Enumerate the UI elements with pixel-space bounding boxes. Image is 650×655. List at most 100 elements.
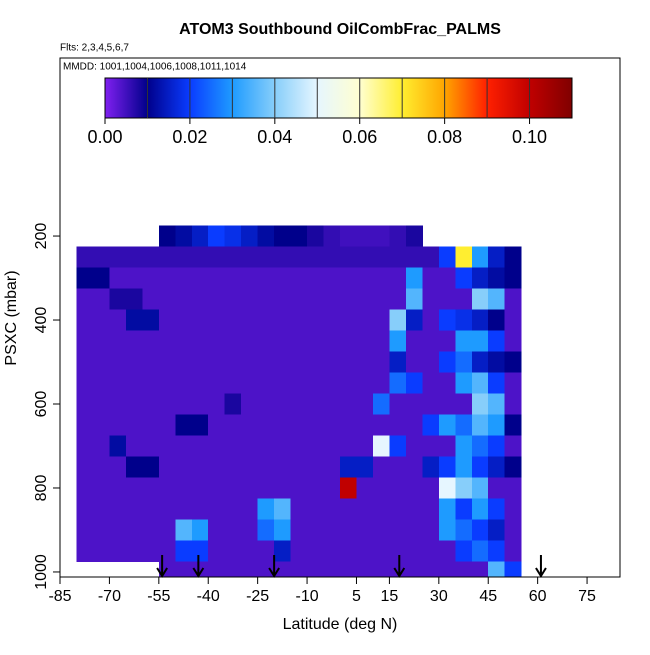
heatmap-cell <box>257 225 275 248</box>
heatmap-cell <box>504 288 522 311</box>
heatmap-cell <box>389 456 407 478</box>
heatmap-cell <box>422 330 440 353</box>
heatmap-cell <box>438 519 456 541</box>
heatmap-cell <box>92 435 110 457</box>
heatmap-cell <box>274 309 292 332</box>
heatmap-cell <box>191 540 209 562</box>
heatmap-cell <box>208 561 226 577</box>
heatmap-cell <box>307 288 325 311</box>
heatmap-cell <box>125 267 143 290</box>
heatmap-cell <box>438 540 456 562</box>
heatmap-cell <box>191 330 209 353</box>
heatmap-cell <box>125 498 143 520</box>
heatmap-cell <box>76 267 94 290</box>
heatmap-cell <box>92 246 110 269</box>
heatmap-cell <box>109 456 127 478</box>
heatmap-cell <box>455 456 473 478</box>
heatmap-cell <box>175 561 193 577</box>
heatmap-cell <box>257 435 275 457</box>
y-tick-label: 800 <box>33 475 50 502</box>
heatmap-cell <box>307 414 325 436</box>
heatmap-cell <box>422 393 440 415</box>
heatmap-cell <box>438 246 456 269</box>
heatmap-cell <box>372 267 390 290</box>
heatmap-cell <box>422 288 440 311</box>
heatmap-cell <box>125 519 143 541</box>
heatmap-cell <box>191 288 209 311</box>
heatmap-cell <box>191 267 209 290</box>
heatmap-cell <box>307 372 325 395</box>
heatmap-cell <box>504 330 522 353</box>
arrow <box>156 555 168 578</box>
heatmap-cell <box>340 225 357 248</box>
heatmap-cell <box>422 351 440 374</box>
heatmap <box>76 225 522 577</box>
heatmap-cell <box>356 456 374 478</box>
heatmap-cell <box>175 414 193 436</box>
heatmap-cell <box>241 561 259 577</box>
heatmap-cell <box>340 267 357 290</box>
heatmap-cell <box>488 351 506 374</box>
heatmap-cell <box>422 414 440 436</box>
heatmap-cell <box>422 540 440 562</box>
heatmap-cell <box>158 288 176 311</box>
heatmap-cell <box>372 225 390 248</box>
heatmap-cell <box>109 351 127 374</box>
heatmap-cell <box>438 288 456 311</box>
heatmap-cell <box>158 372 176 395</box>
heatmap-cell <box>274 561 292 577</box>
heatmap-cell <box>109 519 127 541</box>
heatmap-cell <box>125 477 143 499</box>
heatmap-cell <box>422 561 440 577</box>
heatmap-cell <box>125 456 143 478</box>
heatmap-cell <box>274 372 292 395</box>
heatmap-cell <box>323 414 341 436</box>
plot-frame <box>59 57 621 578</box>
heatmap-cell <box>224 561 242 577</box>
heatmap-cell <box>340 435 357 457</box>
heatmap-cell <box>405 225 423 248</box>
heatmap-cell <box>405 372 423 395</box>
heatmap-cell <box>175 477 193 499</box>
heatmap-cell <box>191 225 209 248</box>
heatmap-cell <box>92 498 110 520</box>
heatmap-cell <box>241 456 259 478</box>
heatmap-cell <box>356 540 374 562</box>
heatmap-cell <box>471 288 489 311</box>
heatmap-cell <box>504 393 522 415</box>
heatmap-cell <box>158 435 176 457</box>
heatmap-cell <box>471 519 489 541</box>
heatmap-cell <box>208 330 226 353</box>
heatmap-cell <box>356 330 374 353</box>
heatmap-cell <box>208 414 226 436</box>
heatmap-cell <box>241 267 259 290</box>
heatmap-cell <box>92 372 110 395</box>
heatmap-cell <box>224 288 242 311</box>
heatmap-cell <box>142 414 160 436</box>
heatmap-cell <box>109 498 127 520</box>
heatmap-cell <box>142 330 160 353</box>
heatmap-cell <box>323 351 341 374</box>
heatmap-cell <box>109 267 127 290</box>
heatmap-cell <box>488 372 506 395</box>
heatmap-cell <box>307 246 325 269</box>
heatmap-cell <box>340 561 357 577</box>
heatmap-cell <box>372 456 390 478</box>
heatmap-cell <box>158 456 176 478</box>
heatmap-cell <box>405 393 423 415</box>
heatmap-cell <box>76 477 94 499</box>
heatmap-cell <box>142 498 160 520</box>
heatmap-cell <box>372 330 390 353</box>
heatmap-cell <box>340 309 357 332</box>
heatmap-cell <box>307 561 325 577</box>
heatmap-cell <box>257 540 275 562</box>
heatmap-cell <box>175 456 193 478</box>
heatmap-cell <box>208 435 226 457</box>
heatmap-cell <box>76 246 94 269</box>
heatmap-cell <box>290 267 308 290</box>
heatmap-cell <box>405 309 423 332</box>
heatmap-cell <box>175 519 193 541</box>
heatmap-cell <box>488 456 506 478</box>
heatmap-cell <box>438 393 456 415</box>
